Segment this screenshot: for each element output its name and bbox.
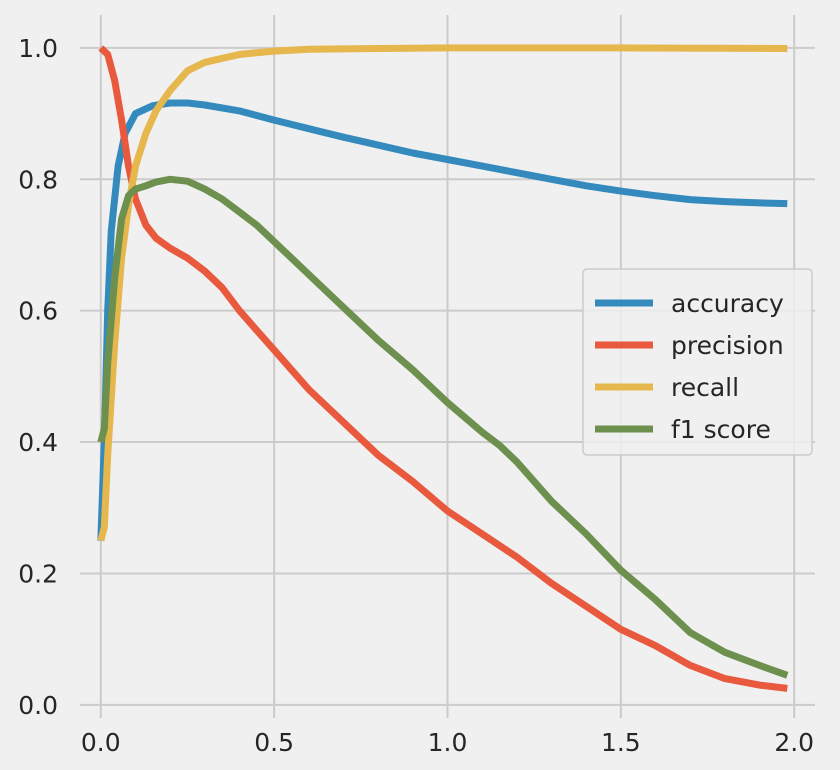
x-tick-label: 2.0 bbox=[774, 728, 814, 757]
x-tick-label: 0.5 bbox=[254, 728, 294, 757]
y-tick-label: 0.0 bbox=[18, 691, 58, 720]
series-lines bbox=[97, 44, 789, 692]
x-tick-label: 1.0 bbox=[428, 728, 468, 757]
x-axis-ticks: 0.0 0.5 1.0 1.5 2.0 bbox=[81, 728, 814, 757]
y-tick-label: 0.8 bbox=[18, 165, 58, 194]
y-tick-label: 0.2 bbox=[18, 559, 58, 588]
legend-label-f1-score: f1 score bbox=[671, 415, 771, 444]
series-line-f1-score bbox=[97, 175, 789, 679]
legend-label-accuracy: accuracy bbox=[671, 289, 784, 318]
y-tick-label: 0.4 bbox=[18, 428, 58, 457]
x-tick-label: 0.0 bbox=[81, 728, 121, 757]
y-tick-label: 1.0 bbox=[18, 34, 58, 63]
series-line-accuracy bbox=[97, 99, 788, 541]
series-line-precision bbox=[98, 45, 788, 692]
series-line-recall bbox=[97, 44, 788, 542]
legend: accuracy precision recall f1 score bbox=[582, 268, 813, 456]
x-tick-label: 1.5 bbox=[601, 728, 641, 757]
y-tick-label: 0.6 bbox=[18, 297, 58, 326]
legend-label-recall: recall bbox=[671, 373, 739, 402]
legend-label-precision: precision bbox=[671, 331, 784, 360]
legend-box bbox=[582, 268, 813, 456]
y-axis-ticks: 0.0 0.2 0.4 0.6 0.8 1.0 bbox=[18, 34, 58, 720]
